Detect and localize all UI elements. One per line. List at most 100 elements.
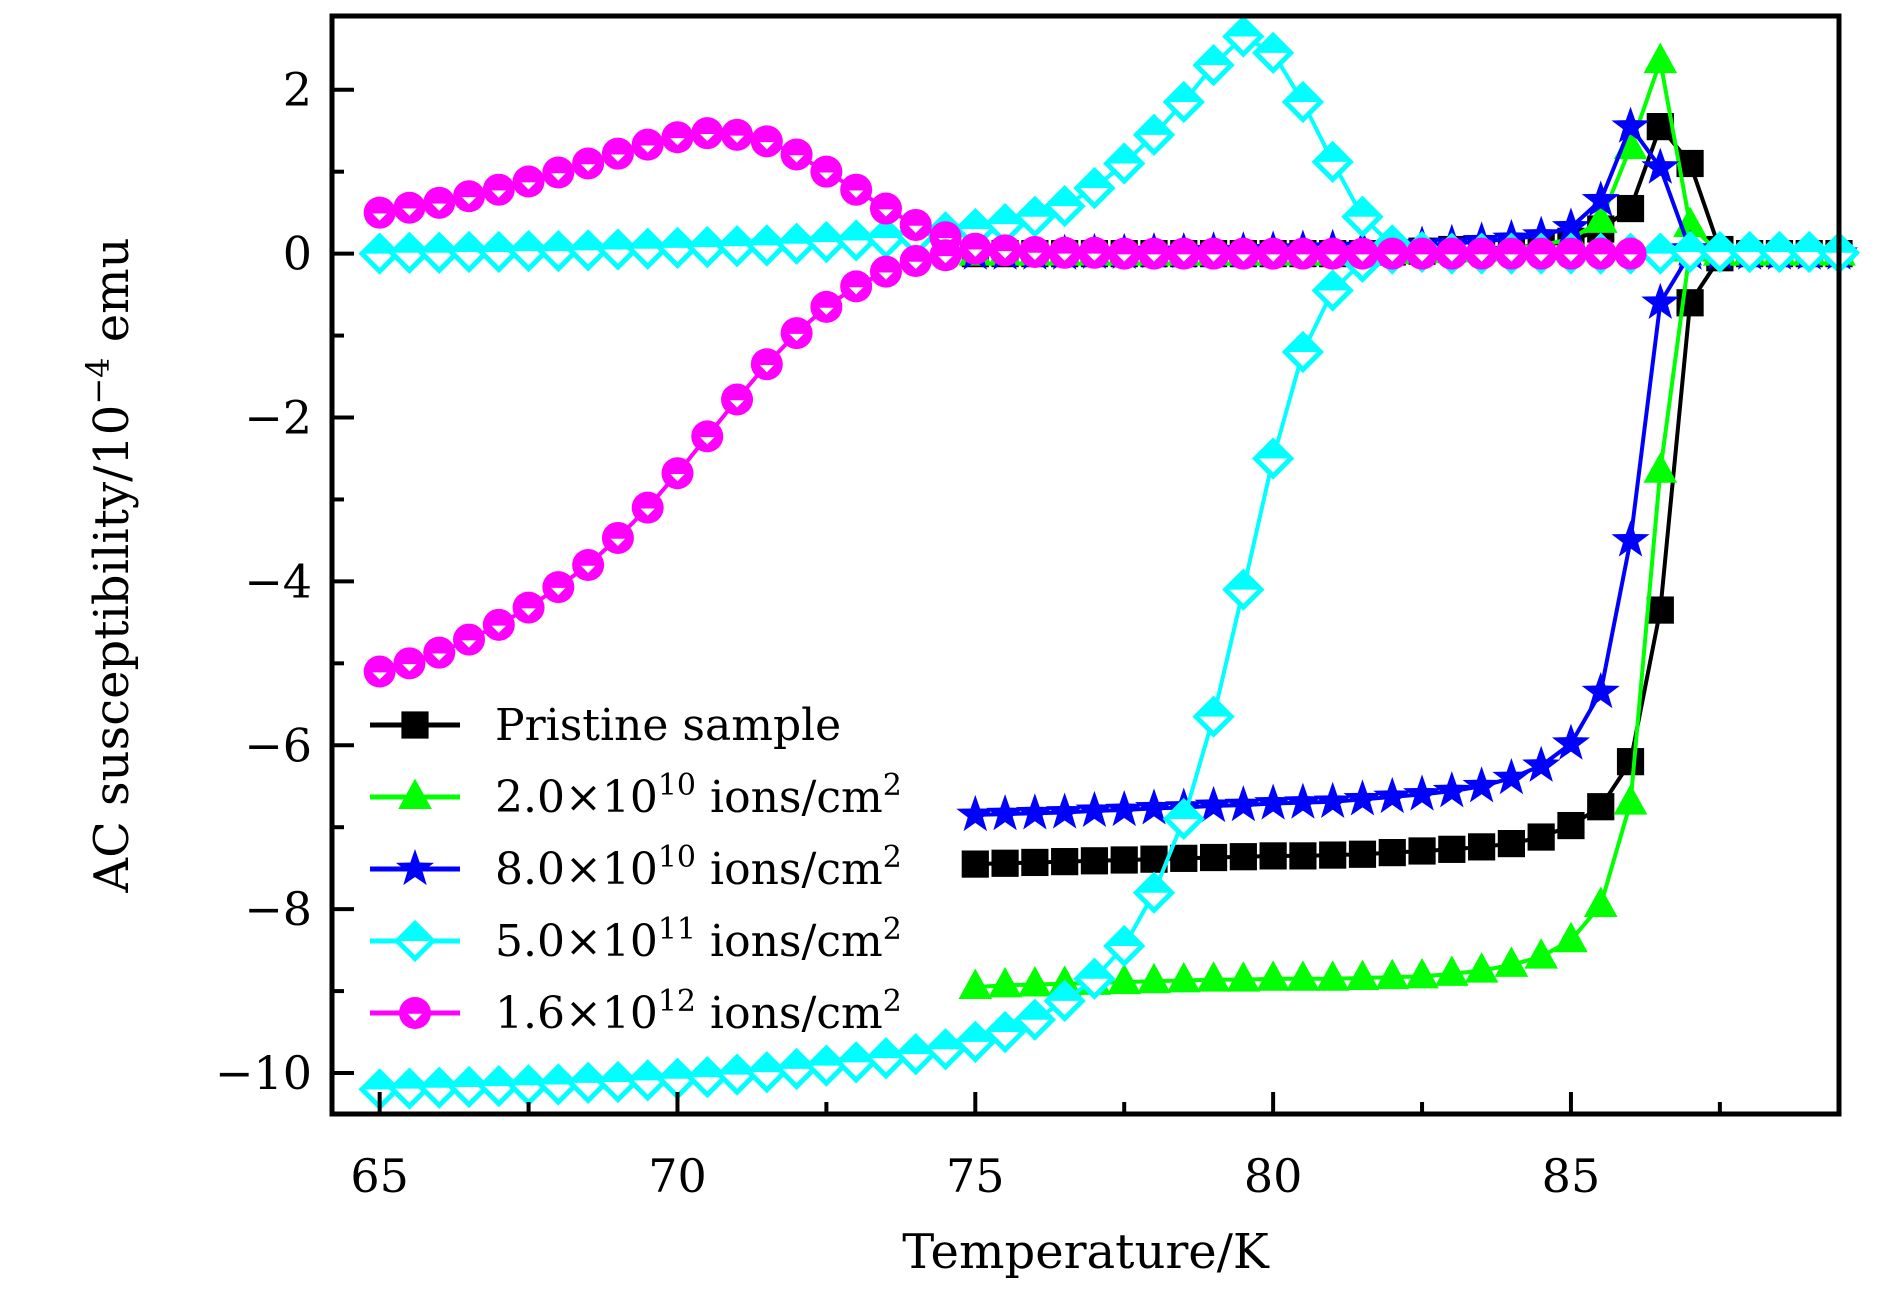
series-1 [961, 113, 1853, 878]
x-tick-label: 65 [350, 1149, 409, 1203]
data-point [363, 196, 396, 229]
data-point [1167, 237, 1200, 270]
data-point [1554, 921, 1588, 953]
data-point [1107, 963, 1142, 995]
data-point [1105, 790, 1144, 827]
data-point [1583, 886, 1618, 918]
data-point [1587, 793, 1615, 821]
x-tick-label: 85 [1542, 1149, 1601, 1203]
data-point [1581, 180, 1620, 217]
data-point [1557, 811, 1585, 840]
data-point [1110, 846, 1138, 874]
data-point [864, 1037, 908, 1080]
data-point [1134, 788, 1174, 825]
data-point [956, 794, 995, 832]
y-axis-label-exponent: −4 [79, 358, 117, 405]
data-point [418, 1066, 461, 1109]
data-point [1348, 840, 1377, 868]
data-point [1614, 237, 1647, 270]
series-4-real-branch [358, 232, 1414, 1111]
data-point [1611, 106, 1650, 143]
data-point [542, 571, 575, 604]
data-point [1132, 871, 1176, 914]
data-point [1375, 958, 1410, 990]
data-point [631, 128, 664, 161]
data-point [1226, 961, 1261, 992]
series-5-real-branch [363, 239, 962, 688]
data-point [1616, 194, 1645, 223]
data-point [750, 348, 783, 381]
data-point [1289, 842, 1317, 870]
data-point [601, 137, 634, 170]
series-5-imaginary-branch [363, 117, 1647, 270]
series-line [975, 256, 1722, 867]
data-point [1108, 237, 1141, 270]
data-point [1222, 568, 1265, 611]
data-point [1581, 672, 1620, 709]
data-point [363, 655, 396, 688]
data-point [1018, 235, 1051, 268]
data-point [1015, 793, 1054, 830]
series-2-imaginary-branch [958, 42, 1856, 266]
series-line [975, 251, 1720, 817]
data-point [810, 155, 843, 188]
data-point [1021, 848, 1049, 877]
data-point [929, 239, 962, 272]
data-point [626, 1059, 669, 1102]
data-point [1406, 237, 1439, 270]
data-point [715, 225, 759, 268]
data-point [745, 224, 788, 267]
data-point [991, 849, 1019, 877]
data-point [358, 1068, 401, 1111]
data-point [1492, 758, 1531, 795]
data-point [1073, 957, 1116, 1000]
data-point [1583, 202, 1618, 233]
data-point [1137, 962, 1171, 994]
data-point [1616, 748, 1645, 776]
data-point [894, 1033, 937, 1076]
series-3 [956, 106, 1859, 832]
data-point [1315, 960, 1350, 991]
data-point [388, 1067, 431, 1110]
data-point [1728, 230, 1771, 274]
data-point [393, 191, 426, 224]
y-tick-label: −4 [244, 554, 312, 608]
data-point [418, 231, 461, 274]
data-point [1078, 236, 1111, 269]
data-point [1403, 774, 1442, 811]
legend-item: 5.0×1011 ions/cm2 [370, 912, 902, 967]
data-point [988, 966, 1022, 998]
data-point [780, 317, 813, 350]
data-point [572, 549, 605, 581]
data-point [869, 192, 902, 225]
data-point [482, 608, 515, 641]
series-2-real-branch [958, 231, 1737, 999]
y-axis-label-prefix: AC susceptibility/10 [84, 405, 140, 894]
data-point [482, 173, 515, 206]
data-point [1197, 237, 1230, 270]
data-point [869, 255, 902, 288]
data-point [393, 647, 426, 680]
y-tick-label: −2 [244, 391, 312, 445]
data-point [661, 121, 694, 154]
data-point [1048, 236, 1081, 269]
data-point [840, 270, 873, 303]
y-tick-label: 0 [283, 227, 312, 281]
data-point [1668, 230, 1712, 274]
data-point [453, 623, 485, 656]
y-tick-label: −10 [215, 1046, 312, 1100]
data-point [1527, 823, 1555, 851]
data-point [1611, 520, 1650, 557]
data-point [1073, 166, 1116, 210]
data-point [423, 186, 456, 219]
data-point [1641, 147, 1680, 184]
data-point [1138, 237, 1170, 270]
data-point [453, 180, 485, 213]
data-point [1343, 779, 1382, 816]
data-point [1103, 142, 1146, 185]
data-point [1224, 785, 1263, 822]
data-point [1462, 766, 1501, 803]
data-point [924, 1028, 967, 1071]
data-point [1313, 781, 1352, 818]
